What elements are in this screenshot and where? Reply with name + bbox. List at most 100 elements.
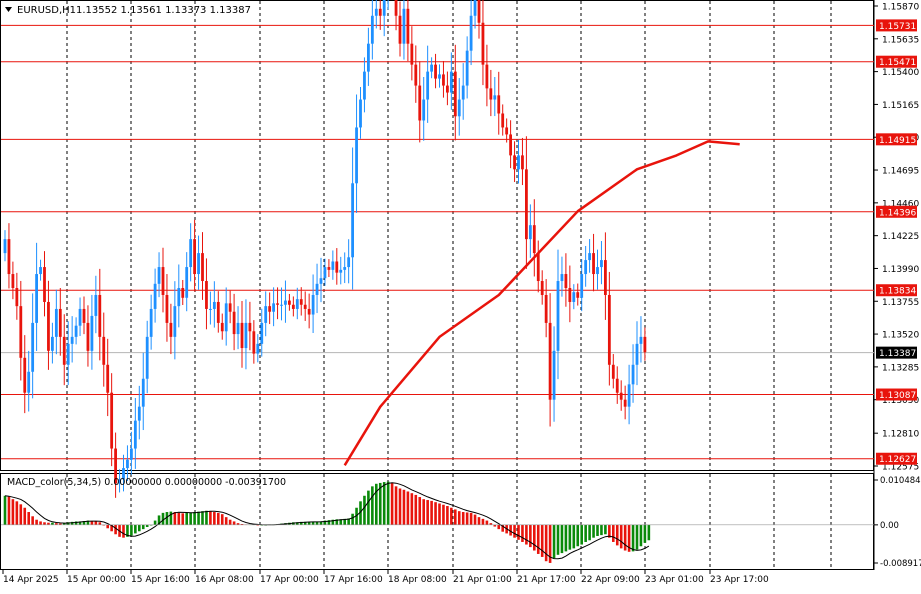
bull-candle[interactable]: [130, 431, 133, 475]
bear-candle[interactable]: [169, 303, 173, 355]
bear-candle[interactable]: [576, 283, 580, 306]
bear-candle[interactable]: [477, 0, 481, 39]
horizontal-levels[interactable]: [1, 24, 874, 460]
bear-candle[interactable]: [481, 0, 485, 86]
bear-candle[interactable]: [82, 296, 86, 335]
bear-candle[interactable]: [406, 0, 410, 62]
bull-candle[interactable]: [370, 0, 374, 60]
bull-candle[interactable]: [422, 76, 426, 141]
bear-candle[interactable]: [232, 293, 236, 351]
bull-candle[interactable]: [272, 287, 275, 327]
bear-candle[interactable]: [201, 232, 204, 300]
bull-candle[interactable]: [295, 287, 299, 320]
bull-candle[interactable]: [402, 0, 406, 60]
bear-candle[interactable]: [394, 0, 398, 31]
bull-candle[interactable]: [556, 249, 560, 380]
bull-candle[interactable]: [94, 275, 98, 334]
bear-candle[interactable]: [216, 291, 220, 333]
bull-candle[interactable]: [189, 223, 193, 282]
bull-candle[interactable]: [256, 334, 260, 363]
bear-candle[interactable]: [611, 354, 615, 389]
bear-candle[interactable]: [62, 314, 66, 386]
bear-candle[interactable]: [615, 366, 619, 404]
bull-candle[interactable]: [66, 321, 70, 386]
bull-candle[interactable]: [588, 239, 591, 273]
bear-candle[interactable]: [548, 293, 552, 427]
bull-candle[interactable]: [118, 469, 121, 493]
bull-candle[interactable]: [552, 326, 556, 422]
bear-candle[interactable]: [276, 287, 279, 320]
bull-candle[interactable]: [351, 147, 354, 290]
bull-candle[interactable]: [137, 385, 141, 440]
bear-candle[interactable]: [252, 320, 256, 364]
bear-candle[interactable]: [220, 313, 224, 340]
bear-candle[interactable]: [564, 253, 568, 307]
bull-candle[interactable]: [35, 242, 38, 351]
bull-candle[interactable]: [31, 293, 35, 399]
bear-candle[interactable]: [23, 335, 27, 414]
bull-candle[interactable]: [367, 27, 370, 86]
bear-candle[interactable]: [181, 279, 185, 305]
bull-candle[interactable]: [363, 57, 366, 113]
bear-candle[interactable]: [335, 248, 339, 285]
bear-candle[interactable]: [525, 136, 528, 269]
bull-candle[interactable]: [133, 398, 137, 469]
bull-candle[interactable]: [90, 294, 94, 370]
triangle-down-icon[interactable]: [5, 7, 12, 12]
bull-candle[interactable]: [284, 280, 287, 323]
bull-candle[interactable]: [426, 45, 430, 123]
bear-candle[interactable]: [47, 280, 50, 370]
bear-candle[interactable]: [485, 44, 489, 107]
bull-candle[interactable]: [584, 245, 588, 287]
bear-candle[interactable]: [114, 432, 117, 498]
bull-candle[interactable]: [236, 306, 240, 350]
bear-candle[interactable]: [291, 296, 295, 317]
bear-candle[interactable]: [442, 61, 445, 98]
bull-candle[interactable]: [560, 256, 564, 297]
bull-candle[interactable]: [78, 297, 82, 336]
bull-candle[interactable]: [122, 454, 125, 492]
bear-candle[interactable]: [434, 53, 437, 89]
bull-candle[interactable]: [3, 230, 7, 262]
candles[interactable]: [3, 0, 647, 498]
bull-candle[interactable]: [74, 317, 78, 345]
bull-candle[interactable]: [173, 281, 177, 360]
bear-candle[interactable]: [453, 44, 457, 141]
bull-candle[interactable]: [177, 264, 181, 328]
bull-candle[interactable]: [339, 256, 343, 285]
bear-candle[interactable]: [497, 71, 501, 135]
bull-candle[interactable]: [600, 241, 603, 285]
bear-candle[interactable]: [378, 0, 382, 30]
bear-candle[interactable]: [327, 259, 331, 278]
bull-candle[interactable]: [39, 259, 42, 281]
bear-candle[interactable]: [161, 247, 165, 313]
bear-candle[interactable]: [521, 137, 524, 186]
bull-candle[interactable]: [359, 86, 362, 139]
bull-candle[interactable]: [631, 344, 635, 403]
bull-candle[interactable]: [331, 250, 335, 280]
bull-candle[interactable]: [145, 320, 149, 394]
bear-candle[interactable]: [15, 272, 19, 320]
bull-candle[interactable]: [126, 445, 129, 482]
bull-candle[interactable]: [212, 281, 216, 328]
bear-candle[interactable]: [86, 305, 90, 367]
bear-candle[interactable]: [268, 292, 272, 325]
bull-candle[interactable]: [280, 287, 283, 321]
bull-candle[interactable]: [244, 299, 248, 370]
bear-candle[interactable]: [592, 233, 595, 292]
price-axis[interactable]: 1.158701.156351.154001.151651.149301.146…: [874, 3, 919, 473]
bull-candle[interactable]: [343, 252, 347, 284]
bear-candle[interactable]: [193, 219, 196, 292]
bear-candle[interactable]: [307, 293, 311, 329]
bear-candle[interactable]: [607, 271, 611, 386]
bear-candle[interactable]: [604, 232, 607, 320]
bull-candle[interactable]: [311, 274, 315, 333]
bear-candle[interactable]: [299, 287, 303, 316]
bull-candle[interactable]: [572, 284, 576, 310]
bear-candle[interactable]: [619, 380, 623, 411]
bear-candle[interactable]: [446, 71, 449, 106]
bull-candle[interactable]: [51, 322, 54, 364]
bull-candle[interactable]: [264, 291, 268, 337]
